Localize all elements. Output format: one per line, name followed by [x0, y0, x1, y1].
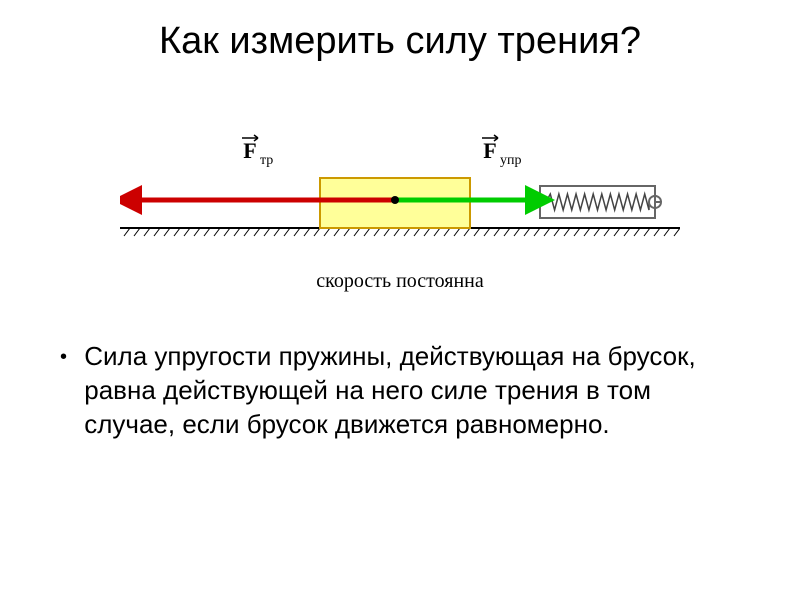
- svg-text:F: F: [483, 138, 496, 163]
- svg-text:F: F: [243, 138, 256, 163]
- svg-text:упр: упр: [500, 153, 522, 168]
- page-title: Как измерить силу трения?: [0, 0, 800, 63]
- body-content: Сила упругости пружины, действующая на б…: [84, 340, 724, 441]
- body-paragraph: • Сила упругости пружины, действующая на…: [60, 340, 740, 441]
- bullet-dot: •: [60, 340, 67, 374]
- friction-diagram: Fтр Fупр: [120, 130, 680, 260]
- svg-text:тр: тр: [260, 153, 273, 168]
- caption-text: скорость постоянна: [0, 270, 800, 293]
